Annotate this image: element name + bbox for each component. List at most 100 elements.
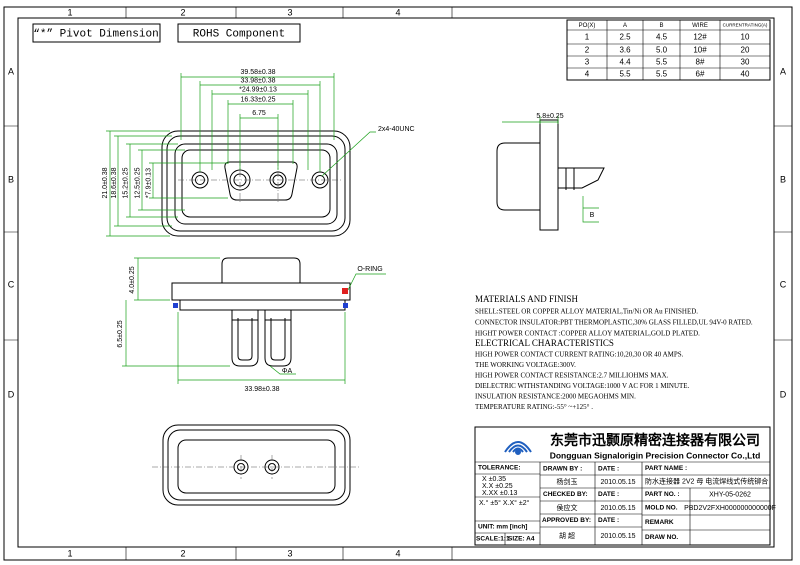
dim-height: 21.0±0.38 [102,167,109,198]
column-label: 4 [395,548,400,558]
header-boxes: “*” Pivot Dimension ROHS Component [32,23,301,43]
notes: MATERIALS AND FINISH SHELL:STEEL OR COPPE… [475,294,753,411]
side-view-part [539,119,559,231]
title-block-part [474,426,771,546]
top-view-dimensions-part [321,131,376,177]
front-view-part [231,310,259,367]
part-no: XHY-05-0262 [709,491,751,498]
row-label: C [780,279,787,289]
table-cell: 2 [585,46,590,55]
tolerance-title: TOLERANCE: [478,465,521,472]
thread-callout: 2x4-40UNC [378,126,415,133]
top-view-part [166,135,346,232]
table-cell: 30 [741,58,750,67]
row-label: D [8,389,15,399]
dim-b: B [590,212,595,219]
approved-by-label: APPROVED BY: [542,517,591,524]
top-view-dimensions-part [106,130,228,237]
frame-part [4,7,792,560]
table-cell: 2.5 [619,33,631,42]
side-view-part [502,116,559,124]
dim-width: 16.33±0.25 [241,96,276,103]
dim-height: 18.6±0.38 [111,167,118,198]
table-cell: 20 [741,46,750,55]
row-label: B [8,174,14,184]
frame [3,6,793,561]
bottom-view-part [152,455,360,479]
top-view-part [181,149,331,218]
header-boxes-part [32,23,161,43]
front-view-part [179,299,346,311]
dim-pitch: 6.75 [252,110,266,117]
approved-by-name: 胡 超 [559,531,575,540]
table-header: A [623,23,627,29]
column-label: 1 [67,7,72,17]
draw-no-label: DRAW NO. [645,534,678,541]
top-view-dimensions-part [180,73,335,172]
row-label: D [780,389,787,399]
front-view-dimensions: 4.0±0.25 6.5±0.25 O-RING ΦA 33.98±0.38 [117,257,386,393]
mold-no-label: MOLD NO. [645,505,678,512]
notes-heading: ELECTRICAL CHARACTERISTICS [475,338,614,348]
dim-width: 39.58±0.38 [241,69,276,76]
date-label: DATE : [598,517,619,524]
front-view-part [171,282,351,301]
frame-labels: 1 1 2 2 3 3 4 4 A A B B C C D D [8,7,787,558]
side-view-part [496,142,540,211]
part-no-label: PART NO. : [645,491,680,498]
dim-width: *24.99±0.13 [239,86,277,93]
side-view-part [558,167,605,189]
row-label: A [8,66,14,76]
table-cell: 4.5 [656,33,668,42]
front-view-part [343,303,348,308]
tolerance-line: X.X ±0.25 [482,483,513,490]
title-block-part [504,441,532,455]
bottom-view-part [162,424,351,506]
top-view-part [161,130,351,237]
note-line: DIELECTRIC WITHSTANDING VOLTAGE:1000 V A… [475,382,690,390]
table-cell: 5.5 [656,70,668,79]
date: 2010.05.15 [600,479,635,486]
scale: SCALE:1:1 [476,536,510,543]
note-line: THE WORKING VOLTAGE:300V. [475,361,576,369]
table-cell: 10# [693,46,707,55]
bottom-view-part [167,429,346,501]
table-cell: 5.5 [619,70,631,79]
column-label: 2 [180,7,185,17]
front-view [171,257,351,367]
date: 2010.05.15 [600,533,635,540]
column-label: 3 [287,548,292,558]
table-cell: 10 [741,33,750,42]
date-label: DATE : [598,466,619,473]
table-header: WIRE [692,23,708,29]
note-line: HIGH POWER CONTACT CURRENT RATING:10,20,… [475,351,684,359]
drawn-by-label: DRAWN BY : [543,466,582,473]
table-cell: 40 [741,70,750,79]
tolerance-line: X.XX ±0.13 [482,490,517,497]
column-label: 3 [287,7,292,17]
table-cell: 4.4 [619,58,631,67]
table-cell: 5.5 [656,58,668,67]
table-cell: 8# [696,58,705,67]
table-header: CURRENTRATING(A) [723,23,768,28]
remark-label: REMARK [645,519,674,526]
bottom-view-part [177,439,336,494]
spec-table: PO(X) A B WIRE CURRENTRATING(A) 1 2.5 4.5 12# 10 2… [566,19,771,81]
table-cell: 12# [693,33,707,42]
unit: UNIT: mm [inch] [478,524,527,531]
title-block-part [475,461,770,545]
dim-height: 12.5±0.25 [134,167,141,198]
title-block-part-part [515,449,521,455]
front-view-dimensions-part [122,257,386,384]
size: SIZE: A4 [508,536,535,543]
front-view-part [342,288,348,294]
bottom-view [152,424,360,506]
side-view-part [565,168,575,190]
title-block: 东莞市迅颢原精密连接器有限公司 Dongguan Signalorigin Pr… [474,426,776,546]
dim-pin-length: 6.5±0.25 [117,320,124,347]
table-cell: 6# [696,70,705,79]
dim-height: 4.0±0.25 [129,266,136,293]
note-line: SHELL:STEEL OR COPPER ALLOY MATERIAL,Tin… [475,308,698,316]
tolerance-line: X ±0.35 [482,476,506,483]
